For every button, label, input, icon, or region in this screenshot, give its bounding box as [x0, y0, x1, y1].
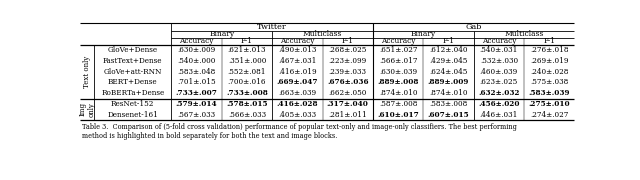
Text: .281±.011: .281±.011 — [328, 111, 367, 119]
Text: .416±.028: .416±.028 — [276, 100, 318, 108]
Text: .621±.013: .621±.013 — [228, 46, 266, 54]
Text: F-1: F-1 — [342, 37, 354, 45]
Text: .552±.081: .552±.081 — [228, 68, 266, 76]
Text: .669±.047: .669±.047 — [276, 78, 318, 86]
Text: .268±.025: .268±.025 — [328, 46, 367, 54]
Text: .651±.027: .651±.027 — [379, 46, 417, 54]
Text: Accuracy: Accuracy — [482, 37, 516, 45]
Text: .490±.013: .490±.013 — [278, 46, 317, 54]
Text: .733±.007: .733±.007 — [176, 89, 218, 97]
Text: .583±.039: .583±.039 — [529, 89, 570, 97]
Text: .456±.020: .456±.020 — [478, 100, 520, 108]
Text: .874±.010: .874±.010 — [429, 89, 468, 97]
Text: .269±.019: .269±.019 — [530, 57, 568, 65]
Text: Accuracy: Accuracy — [381, 37, 415, 45]
Text: .624±.045: .624±.045 — [429, 68, 468, 76]
Text: .701±.015: .701±.015 — [177, 78, 216, 86]
Text: .630±.009: .630±.009 — [177, 46, 216, 54]
Text: F-1: F-1 — [442, 37, 454, 45]
Text: .567±.033: .567±.033 — [177, 111, 216, 119]
Text: .612±.040: .612±.040 — [429, 46, 468, 54]
Text: Table 3.  Comparison of (5-fold cross validation) performance of popular text-on: Table 3. Comparison of (5-fold cross val… — [81, 123, 516, 140]
Text: .467±.031: .467±.031 — [278, 57, 317, 65]
Text: .663±.039: .663±.039 — [278, 89, 316, 97]
Text: .240±.028: .240±.028 — [530, 68, 568, 76]
Text: ResNet-152: ResNet-152 — [111, 100, 154, 108]
Text: Binary: Binary — [209, 30, 234, 38]
Text: .889±.009: .889±.009 — [428, 78, 469, 86]
Text: BERT+Dense: BERT+Dense — [108, 78, 157, 86]
Text: Twitter: Twitter — [257, 23, 287, 31]
Text: .532±.030: .532±.030 — [480, 57, 518, 65]
Text: .566±.017: .566±.017 — [379, 57, 417, 65]
Text: .583±.008: .583±.008 — [429, 100, 468, 108]
Text: F-1: F-1 — [241, 37, 253, 45]
Text: GloVe+Dense: GloVe+Dense — [108, 46, 158, 54]
Text: .575±.038: .575±.038 — [530, 78, 568, 86]
Text: .416±.019: .416±.019 — [278, 68, 317, 76]
Text: .676±.036: .676±.036 — [327, 78, 369, 86]
Text: .662±.050: .662±.050 — [328, 89, 367, 97]
Text: .587±.008: .587±.008 — [379, 100, 417, 108]
Text: .223±.099: .223±.099 — [328, 57, 367, 65]
Text: .874±.010: .874±.010 — [379, 89, 417, 97]
Text: .429±.045: .429±.045 — [429, 57, 468, 65]
Text: GloVe+att-RNN: GloVe+att-RNN — [104, 68, 162, 76]
Text: FastText+Dense: FastText+Dense — [103, 57, 163, 65]
Text: .889±.008: .889±.008 — [378, 78, 419, 86]
Text: .733±.008: .733±.008 — [226, 89, 268, 97]
Text: .275±.010: .275±.010 — [529, 100, 570, 108]
Text: .405±.033: .405±.033 — [278, 111, 316, 119]
Text: .446±.031: .446±.031 — [480, 111, 518, 119]
Text: .317±.040: .317±.040 — [327, 100, 369, 108]
Text: .623±.025: .623±.025 — [480, 78, 518, 86]
Text: F-1: F-1 — [543, 37, 556, 45]
Text: Multiclass: Multiclass — [303, 30, 342, 38]
Text: Gab: Gab — [465, 23, 482, 31]
Text: .540±.031: .540±.031 — [480, 46, 518, 54]
Text: Densenet-161: Densenet-161 — [108, 111, 158, 119]
Text: .578±.015: .578±.015 — [227, 100, 268, 108]
Text: Accuracy: Accuracy — [179, 37, 214, 45]
Text: .583±.048: .583±.048 — [177, 68, 216, 76]
Text: .540±.000: .540±.000 — [177, 57, 216, 65]
Text: .460±.039: .460±.039 — [480, 68, 518, 76]
Text: .700±.016: .700±.016 — [228, 78, 266, 86]
Text: .607±.015: .607±.015 — [428, 111, 469, 119]
Text: Accuracy: Accuracy — [280, 37, 315, 45]
Text: Img
only: Img only — [78, 102, 95, 117]
Text: .239±.033: .239±.033 — [329, 68, 367, 76]
Text: .610±.017: .610±.017 — [377, 111, 419, 119]
Text: Binary: Binary — [411, 30, 436, 38]
Text: .276±.018: .276±.018 — [530, 46, 568, 54]
Text: .632±.032: .632±.032 — [478, 89, 520, 97]
Text: .351±.000: .351±.000 — [228, 57, 266, 65]
Text: .274±.027: .274±.027 — [530, 111, 568, 119]
Text: RoBERTa+Dense: RoBERTa+Dense — [101, 89, 164, 97]
Text: .630±.039: .630±.039 — [379, 68, 417, 76]
Text: Text only: Text only — [83, 55, 91, 88]
Text: Multiclass: Multiclass — [504, 30, 544, 38]
Text: .579±.014: .579±.014 — [176, 100, 218, 108]
Text: .566±.033: .566±.033 — [228, 111, 266, 119]
